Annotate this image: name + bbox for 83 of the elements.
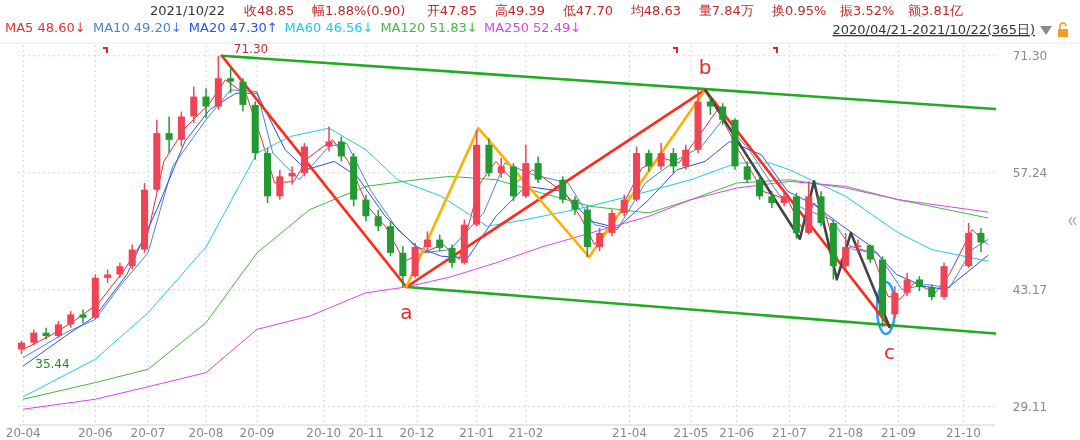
annotation: c <box>884 339 896 364</box>
candlestick <box>448 243 456 269</box>
candlestick <box>620 193 628 218</box>
text: MA250 52.49↓ <box>484 20 582 35</box>
candlestick <box>423 230 431 254</box>
text: 2020/04/21-2021/10/22(365日) <box>832 22 1035 37</box>
y-tick-label: 29.11 <box>1012 399 1048 414</box>
candlestick <box>227 65 235 94</box>
candlestick <box>337 135 345 163</box>
candlestick <box>719 102 727 126</box>
candlestick <box>854 238 862 254</box>
text: MA5 48.60↓ <box>5 20 86 35</box>
candlestick <box>276 168 284 201</box>
candlestick <box>682 144 690 171</box>
y-tick-label: 57.24 <box>1012 165 1048 180</box>
candlestick <box>325 125 333 153</box>
text: MA60 46.56↓ <box>284 20 374 35</box>
x-tick-label: 21-08 <box>828 426 864 440</box>
candlestick <box>903 272 911 297</box>
candlestick <box>239 77 247 113</box>
candlestick <box>756 175 764 201</box>
x-tick-label: 20-08 <box>188 426 224 440</box>
x-tick-label: 20-12 <box>399 426 435 440</box>
annotation: 35.44 <box>35 356 70 371</box>
text: 高49.39 <box>494 3 546 18</box>
text: 低47.70 <box>562 3 614 18</box>
candlestick <box>42 326 50 341</box>
text: 收48.85 <box>244 3 295 18</box>
candlestick <box>842 232 850 271</box>
x-tick-label: 21-02 <box>508 426 544 440</box>
x-tick-label: 20-04 <box>5 426 41 440</box>
text: MA10 49.20↓ <box>93 20 182 35</box>
candlestick <box>165 115 173 154</box>
candlestick <box>596 227 604 252</box>
text: MA20 47.30↑ <box>188 20 278 35</box>
candlestick <box>288 165 296 186</box>
candlestick <box>669 147 677 174</box>
x-tick-label: 21-04 <box>612 426 647 440</box>
x-tick-label: 20-07 <box>130 426 166 440</box>
x-tick-label: 21-10 <box>945 426 981 440</box>
candlestick <box>362 193 370 223</box>
annotation: b <box>698 54 712 79</box>
text: 额3.81亿 <box>908 3 963 18</box>
candlestick <box>202 87 210 119</box>
x-tick-label: 21-01 <box>459 426 495 440</box>
text: 振3.52% <box>840 3 895 18</box>
candlestick <box>399 245 407 288</box>
candlestick <box>79 308 87 324</box>
annotation: 71.30 <box>233 41 269 56</box>
y-tick-label: 71.30 <box>1012 48 1048 63</box>
x-tick-label: 20-09 <box>239 426 275 440</box>
text: 开47.85 <box>426 3 478 18</box>
candlestick <box>706 95 714 116</box>
x-tick-label: 21-05 <box>673 426 709 440</box>
candlestick <box>497 157 505 179</box>
x-tick-label: 20-11 <box>348 426 384 440</box>
text: 量7.84万 <box>698 3 754 18</box>
candlestick <box>657 142 665 171</box>
candlestick <box>977 227 985 253</box>
candlestick <box>128 243 136 271</box>
x-tick-label: 21-07 <box>771 426 807 440</box>
candlestick <box>571 195 579 216</box>
candlestick <box>374 208 382 233</box>
x-tick-label: 21-09 <box>880 426 916 440</box>
candlestick <box>743 160 751 184</box>
annotation: a <box>400 299 413 324</box>
candlestick <box>608 208 616 237</box>
text: 均48.63 <box>629 3 682 18</box>
candlestick <box>559 175 567 204</box>
text: 2021/10/22 <box>150 3 225 18</box>
x-tick-label: 20-06 <box>77 426 113 440</box>
x-tick-label: 21-06 <box>719 426 755 440</box>
line-series <box>22 127 989 398</box>
text: MA120 51.83↓ <box>380 20 478 35</box>
text: 换0.95% <box>772 3 827 18</box>
candlestick <box>534 155 542 184</box>
x-tick-label: 20-10 <box>306 426 342 440</box>
candlestick <box>177 110 185 148</box>
candlestick <box>190 85 198 124</box>
text: 幅1.88%(0.90) <box>312 3 406 18</box>
y-tick-label: 43.17 <box>1012 282 1048 297</box>
candlestick <box>645 149 653 173</box>
candlestick <box>891 285 899 319</box>
